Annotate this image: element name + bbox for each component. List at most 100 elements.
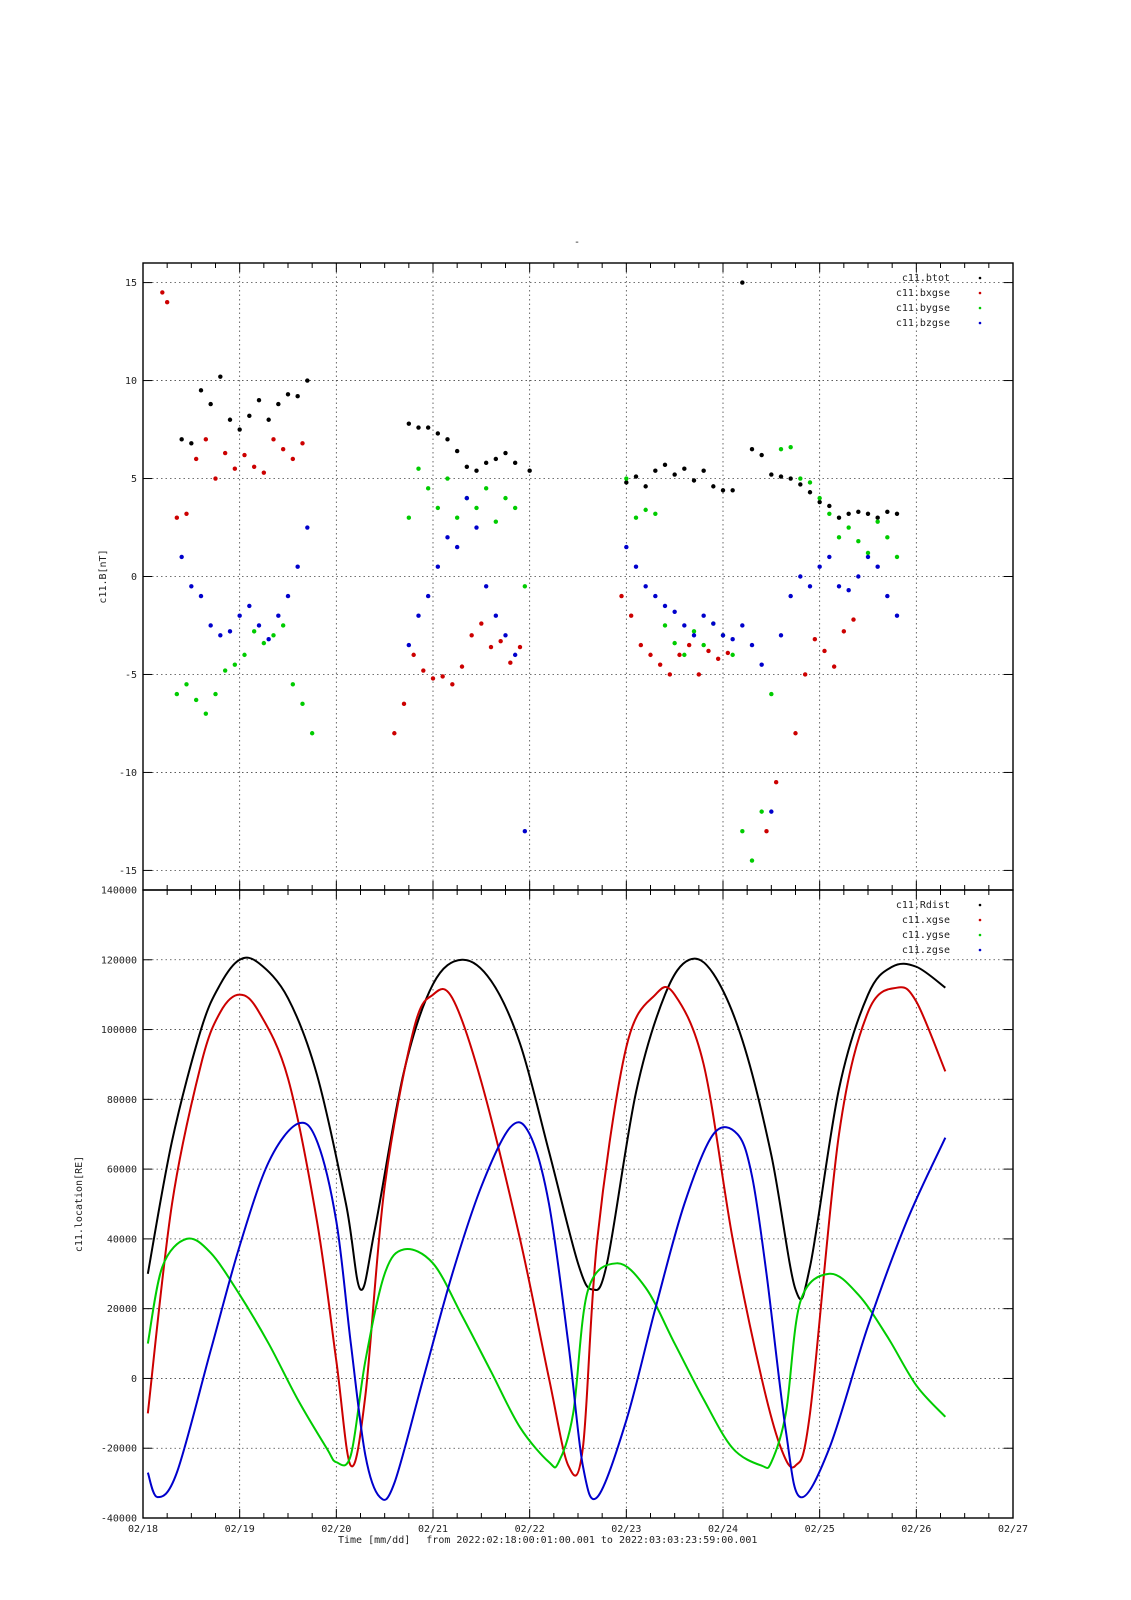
data-point [894,554,900,560]
data-point [401,701,407,707]
data-point [769,809,774,814]
data-point [280,446,286,452]
data-point [160,290,165,295]
x-tick-label: 02/25 [805,1524,835,1535]
data-point [865,554,871,560]
data-point [759,452,764,458]
data-point [512,460,518,466]
data-point [764,829,769,834]
data-point [749,642,755,648]
data-point [232,466,238,471]
data-point [271,437,276,442]
series-c11-btot [179,280,900,520]
data-point [416,613,421,618]
data-point [290,456,296,462]
legend-swatch [978,948,982,952]
data-point [300,441,305,446]
data-point [682,623,687,628]
legend-swatch [978,903,982,907]
data-point [653,468,658,473]
data-point [493,519,499,524]
data-point [672,609,677,614]
data-point [425,425,431,430]
data-point [464,464,470,469]
data-point [730,488,735,493]
data-point [247,413,252,419]
data-point [416,466,421,471]
data-point [493,456,499,462]
data-point [769,472,774,477]
data-point [416,425,421,430]
data-point [740,623,745,628]
data-point [198,388,204,393]
y-tick-label: -15 [119,866,137,877]
data-point [445,437,450,442]
data-point [454,515,460,520]
data-point [706,648,711,654]
data-point [827,554,832,560]
data-point [174,691,180,697]
data-point [276,613,281,618]
b-field-gridlines [143,263,1013,890]
data-point [711,621,716,626]
x-tick-label: 02/19 [225,1524,255,1535]
x-tick-label: 02/18 [128,1524,158,1535]
data-point [720,633,726,638]
data-point [242,652,247,658]
data-point [512,652,518,658]
data-point [411,652,416,658]
data-point [836,584,842,589]
series-c11-bxgse [160,290,856,834]
y-tick-label: -40000 [101,1514,137,1525]
data-point [193,456,199,462]
data-point [846,511,851,516]
legend-label: c11.zgse [902,945,950,956]
data-point [430,676,436,681]
data-point [812,637,818,642]
data-point [261,470,267,475]
series-c11-ygse [146,1237,947,1470]
legend-label: c11.xgse [902,915,950,926]
data-point [512,505,518,511]
data-point [628,613,634,618]
data-point [798,482,803,487]
data-point [440,674,445,679]
data-point [682,466,687,471]
data-point [474,468,479,473]
data-point [633,564,639,569]
data-point [759,662,764,667]
data-point [256,397,262,403]
data-point [730,652,735,658]
data-point [778,474,784,479]
data-point [222,450,228,456]
data-point [831,664,837,669]
location-legend: c11.Rdist c11.xgse c11.ygse c11.zgse [896,900,982,956]
data-point [193,697,199,703]
data-point [875,564,880,569]
legend-label: c11.bygse [896,303,950,314]
data-point [624,480,629,485]
data-point [662,623,668,628]
data-point [720,488,726,493]
y-tick-label: 140000 [101,886,137,897]
data-point [836,535,842,540]
data-point [633,474,639,479]
data-point [479,621,484,626]
y-tick-label: -20000 [101,1444,137,1455]
data-point [218,374,223,379]
legend-swatch [978,933,982,937]
data-point [841,629,847,634]
legend-label: c11.ygse [902,930,950,941]
data-point [730,637,735,642]
data-point [392,731,397,736]
data-point [189,441,194,446]
data-point [247,603,252,609]
data-point [894,511,900,516]
data-point [682,652,687,658]
data-point [711,484,716,489]
x-tick-label: 02/26 [901,1524,931,1535]
data-point [305,378,310,383]
data-point [522,584,528,589]
x-axis-title: Time [mm/dd] from 2022:02:18:00:01:00.00… [338,1535,757,1546]
x-tick-label: 02/21 [418,1524,448,1535]
